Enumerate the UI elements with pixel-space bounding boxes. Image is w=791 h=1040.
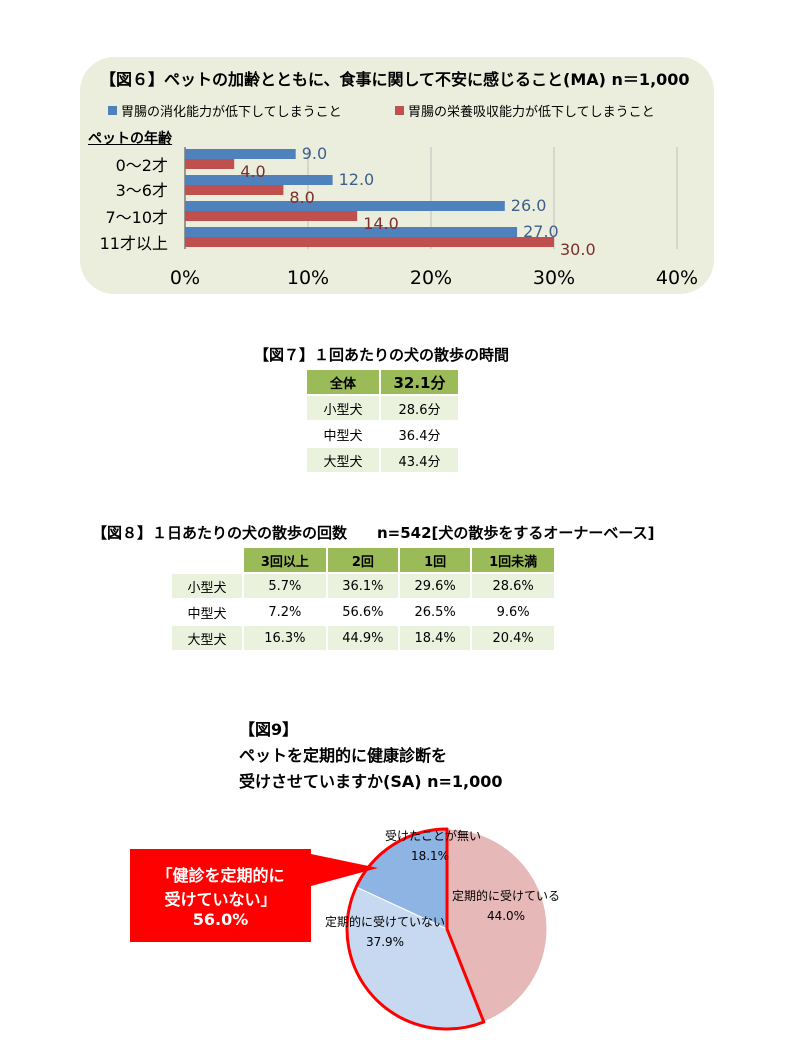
column-header: 2回 (327, 548, 398, 572)
header-value: 32.1分 (381, 370, 458, 394)
row-value: 36.4分 (381, 422, 458, 446)
table-row: 中型犬 7.2% 56.6% 26.5% 9.6% (172, 600, 554, 624)
pie-highlight-outline (345, 827, 486, 1031)
fig6-title: 【図６】ペットの加齢とともに、食事に関して不安に感じること(MA) n＝1,00… (100, 70, 690, 89)
row-value: 28.6分 (381, 396, 458, 420)
table-cell: 44.9% (327, 626, 398, 650)
fig9-title-line3: 受けさせていますか(SA) n=1,000 (239, 772, 503, 791)
bar-s2-1 (185, 185, 284, 195)
table-cell: 18.4% (399, 626, 471, 650)
fig9-title-line1: 【図9】 (239, 720, 299, 739)
fig9-title-line2: ペットを定期的に健康診断を (239, 746, 448, 765)
bar-s1-0 (185, 149, 296, 159)
pie-label-slice2: 受けたことが無い 18.1% (385, 826, 482, 866)
pie-label-slice1-name: 定期的に受けていない (324, 915, 445, 929)
fig6-bar-chart: 9.0 12.0 26.0 27.0 4.0 8.0 14.0 30.0 (184, 144, 678, 259)
data-label-s2-0: 4.0 (240, 162, 265, 181)
pie-slice-0 (446, 828, 548, 1023)
table-cell: 36.1% (327, 574, 398, 598)
table-row: 小型犬 5.7% 36.1% 29.6% 28.6% (172, 574, 554, 598)
column-header: 3回以上 (244, 548, 326, 572)
legend-label-series1: 胃腸の消化能力が低下してしまうこと (121, 105, 342, 120)
table-row: 大型犬 43.4分 (307, 448, 458, 472)
bar-s1-2 (185, 201, 505, 211)
table-cell: 56.6% (327, 600, 398, 624)
bar-s1-3 (185, 227, 518, 237)
row-label: 小型犬 (172, 574, 242, 598)
table-cell: 29.6% (399, 574, 471, 598)
x-tick-1: 10% (286, 267, 330, 289)
table-cell: 5.7% (244, 574, 326, 598)
category-label-0: 0～2才 (115, 156, 168, 175)
fig6-axis-title: ペットの年齢 (88, 131, 172, 147)
bar-s1-1 (185, 175, 333, 185)
fig7-title: 【図７】１回あたりの犬の散歩の時間 (254, 346, 510, 364)
pie-label-slice2-value: 18.1% (410, 849, 450, 863)
bar-s2-0 (185, 159, 235, 169)
legend-series2: 胃腸の栄養吸収能力が低下してしまうこと (395, 101, 655, 120)
table-cell: 9.6% (472, 600, 554, 624)
pie-label-slice0: 定期的に受けている 44.0% (446, 886, 566, 926)
callout-box: 「健診を定期的に 受けていない」 56.0% (130, 849, 311, 942)
row-label: 大型犬 (307, 448, 379, 472)
legend-label-series2: 胃腸の栄養吸収能力が低下してしまうこと (408, 105, 655, 120)
fig9-title: 【図9】 ペットを定期的に健康診断を 受けさせていますか(SA) n=1,000 (239, 717, 503, 795)
table-cell: 20.4% (472, 626, 554, 650)
legend-swatch-series1 (108, 106, 117, 115)
table-row: 小型犬 28.6分 (307, 396, 458, 420)
table-header-row: 全体 32.1分 (307, 370, 458, 394)
callout-line1: 「健診を定期的に (156, 866, 285, 885)
row-label: 大型犬 (172, 626, 242, 650)
pie-label-slice1-value: 37.9% (365, 935, 405, 949)
data-label-s1-0: 9.0 (302, 144, 327, 163)
data-label-s1-3: 27.0 (523, 222, 559, 241)
column-header: 1回未満 (472, 548, 554, 572)
header-label: 全体 (307, 370, 379, 394)
fig9-pie-chart (311, 827, 548, 1031)
data-label-s2-2: 14.0 (363, 214, 399, 233)
x-tick-4: 40% (655, 267, 699, 289)
row-label: 中型犬 (307, 422, 379, 446)
table-cell: 16.3% (244, 626, 326, 650)
pie-label-slice2-name: 受けたことが無い (385, 829, 482, 843)
bar-s2-3 (185, 237, 554, 247)
pie-label-slice0-name: 定期的に受けている (451, 889, 560, 903)
category-label-3: 11才以上 (99, 234, 168, 253)
table-cell: 26.5% (399, 600, 471, 624)
category-label-2: 7～10才 (105, 208, 168, 227)
fig8-table: 3回以上 2回 1回 1回未満 小型犬 5.7% 36.1% 29.6% 28.… (170, 546, 556, 652)
legend-series1: 胃腸の消化能力が低下してしまうこと (108, 101, 342, 120)
callout-pointer (311, 854, 378, 886)
row-label: 小型犬 (307, 396, 379, 420)
column-header: 1回 (399, 548, 471, 572)
data-label-s1-1: 12.0 (339, 170, 375, 189)
bar-s2-2 (185, 211, 358, 221)
pie-label-slice0-value: 44.0% (486, 909, 526, 923)
header-corner (172, 548, 242, 572)
category-label-1: 3～6才 (115, 181, 168, 200)
callout-line2: 受けていない」 (164, 890, 277, 909)
data-label-s1-2: 26.0 (511, 196, 547, 215)
pie-label-slice1: 定期的に受けていない 37.9% (320, 912, 450, 952)
table-cell: 28.6% (472, 574, 554, 598)
x-tick-2: 20% (409, 267, 453, 289)
x-tick-0: 0% (169, 267, 201, 289)
callout-line3: 56.0% (192, 910, 249, 929)
x-tick-3: 30% (532, 267, 576, 289)
table-row: 中型犬 36.4分 (307, 422, 458, 446)
table-row: 大型犬 16.3% 44.9% 18.4% 20.4% (172, 626, 554, 650)
row-label: 中型犬 (172, 600, 242, 624)
table-header-row: 3回以上 2回 1回 1回未満 (172, 548, 554, 572)
table-cell: 7.2% (244, 600, 326, 624)
legend-swatch-series2 (395, 106, 404, 115)
row-value: 43.4分 (381, 448, 458, 472)
data-label-s2-1: 8.0 (289, 188, 314, 207)
fig7-table: 全体 32.1分 小型犬 28.6分 中型犬 36.4分 大型犬 43.4分 (305, 368, 460, 474)
data-label-s2-3: 30.0 (560, 240, 596, 259)
fig8-title: 【図８】１日あたりの犬の散歩の回数 n=542[犬の散歩をするオーナーベース] (92, 524, 655, 542)
